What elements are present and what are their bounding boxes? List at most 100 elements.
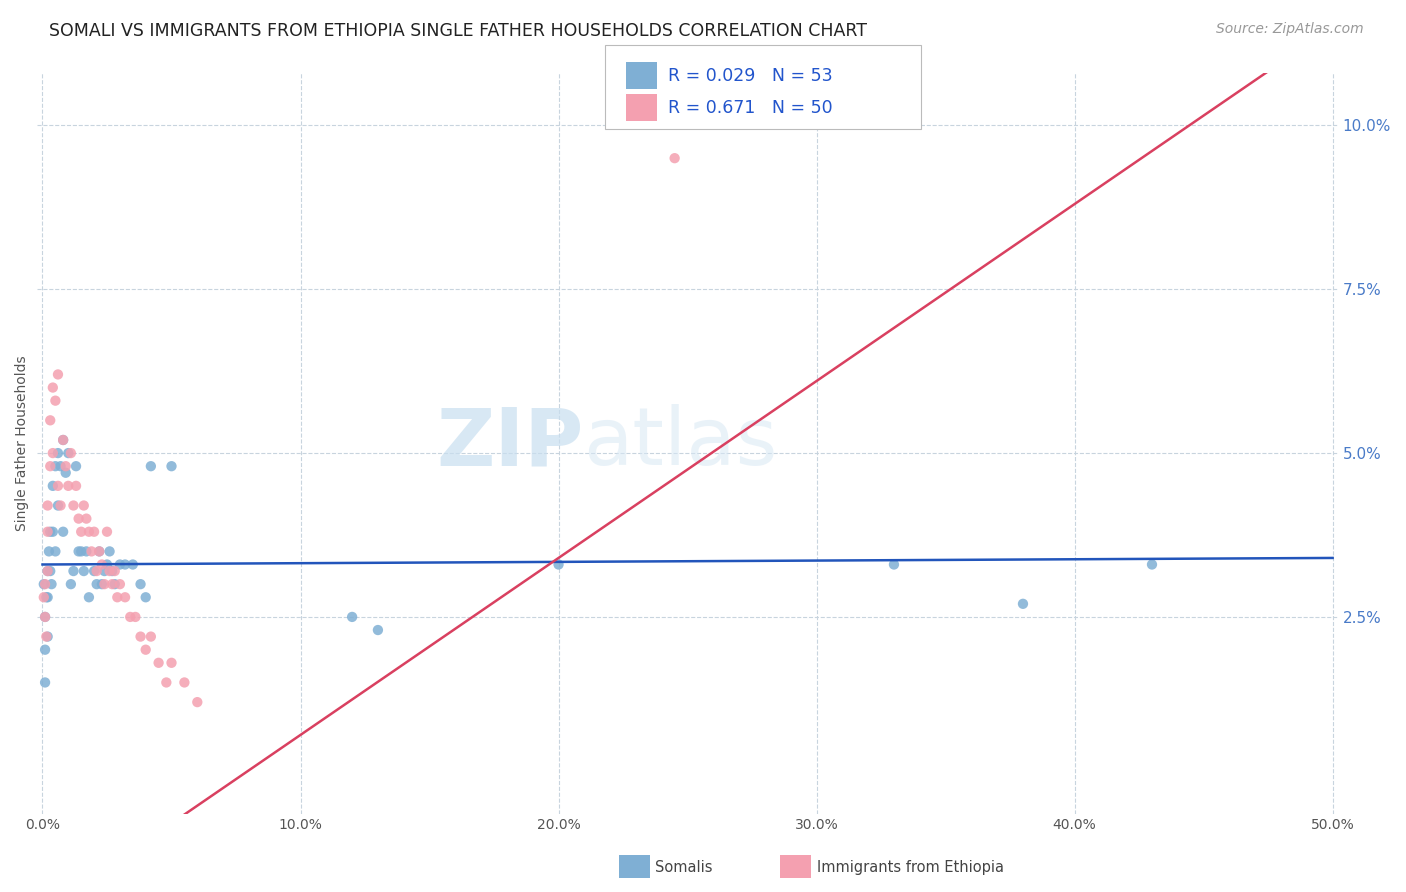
- Point: [49, 459, 72, 474]
- Point: [75, 544, 97, 558]
- Point: [83, 524, 105, 539]
- Text: Somalis: Somalis: [655, 860, 713, 874]
- Point: [35, 591, 58, 605]
- Point: [42, 380, 65, 394]
- Point: [49, 499, 72, 513]
- Point: [42, 524, 65, 539]
- Point: [46, 479, 69, 493]
- Point: [148, 656, 170, 670]
- Point: [70, 544, 93, 558]
- Point: [77, 524, 100, 539]
- Point: [37, 564, 59, 578]
- Text: ZIP: ZIP: [436, 404, 583, 483]
- Point: [86, 564, 108, 578]
- Point: [52, 433, 75, 447]
- Point: [59, 577, 82, 591]
- Point: [340, 610, 363, 624]
- Point: [1140, 558, 1163, 572]
- Point: [80, 544, 103, 558]
- Point: [67, 511, 90, 525]
- Point: [135, 642, 157, 657]
- Point: [37, 591, 59, 605]
- Point: [37, 564, 59, 578]
- Point: [114, 591, 136, 605]
- Point: [75, 511, 97, 525]
- Point: [90, 558, 112, 572]
- Point: [155, 675, 177, 690]
- Point: [44, 544, 66, 558]
- Text: R = 0.671   N = 50: R = 0.671 N = 50: [668, 99, 832, 117]
- Point: [55, 466, 77, 480]
- Point: [42, 479, 65, 493]
- Point: [124, 610, 146, 624]
- Text: Source: ZipAtlas.com: Source: ZipAtlas.com: [1216, 22, 1364, 37]
- Point: [120, 610, 142, 624]
- Text: Immigrants from Ethiopia: Immigrants from Ethiopia: [817, 860, 1004, 874]
- Point: [93, 577, 115, 591]
- Point: [90, 577, 112, 591]
- Point: [39, 459, 62, 474]
- Point: [73, 564, 96, 578]
- Point: [139, 459, 162, 474]
- Point: [101, 577, 124, 591]
- Point: [58, 446, 80, 460]
- Point: [96, 558, 118, 572]
- Point: [367, 623, 389, 637]
- Point: [46, 499, 69, 513]
- Point: [39, 524, 62, 539]
- Point: [34, 610, 56, 624]
- Point: [93, 564, 115, 578]
- Y-axis label: Single Father Households: Single Father Households: [15, 355, 30, 531]
- Point: [104, 564, 127, 578]
- Point: [55, 459, 77, 474]
- Point: [129, 577, 152, 591]
- Point: [65, 459, 87, 474]
- Point: [37, 499, 59, 513]
- Point: [96, 524, 118, 539]
- Point: [77, 591, 100, 605]
- Point: [664, 151, 686, 165]
- Point: [44, 393, 66, 408]
- Text: SOMALI VS IMMIGRANTS FROM ETHIOPIA SINGLE FATHER HOUSEHOLDS CORRELATION CHART: SOMALI VS IMMIGRANTS FROM ETHIOPIA SINGL…: [49, 22, 868, 40]
- Point: [135, 591, 157, 605]
- Text: atlas: atlas: [583, 404, 778, 483]
- Point: [104, 577, 127, 591]
- Point: [121, 558, 143, 572]
- Point: [52, 433, 75, 447]
- Point: [59, 446, 82, 460]
- Point: [37, 524, 59, 539]
- Point: [34, 675, 56, 690]
- Point: [42, 446, 65, 460]
- Point: [62, 499, 84, 513]
- Text: R = 0.029   N = 53: R = 0.029 N = 53: [668, 67, 832, 85]
- Point: [34, 577, 56, 591]
- Point: [101, 564, 124, 578]
- Point: [173, 675, 195, 690]
- Point: [108, 558, 131, 572]
- Point: [35, 630, 58, 644]
- Point: [34, 642, 56, 657]
- Point: [70, 524, 93, 539]
- Point: [46, 446, 69, 460]
- Point: [160, 459, 183, 474]
- Point: [65, 479, 87, 493]
- Point: [52, 524, 75, 539]
- Point: [39, 564, 62, 578]
- Point: [62, 564, 84, 578]
- Point: [67, 544, 90, 558]
- Point: [58, 479, 80, 493]
- Point: [83, 564, 105, 578]
- Point: [105, 591, 128, 605]
- Point: [32, 591, 55, 605]
- Point: [38, 544, 60, 558]
- Point: [32, 577, 55, 591]
- Point: [73, 499, 96, 513]
- Point: [1012, 597, 1035, 611]
- Point: [108, 577, 131, 591]
- Point: [547, 558, 569, 572]
- Point: [114, 558, 136, 572]
- Point: [46, 368, 69, 382]
- Point: [186, 695, 208, 709]
- Point: [41, 577, 63, 591]
- Point: [139, 630, 162, 644]
